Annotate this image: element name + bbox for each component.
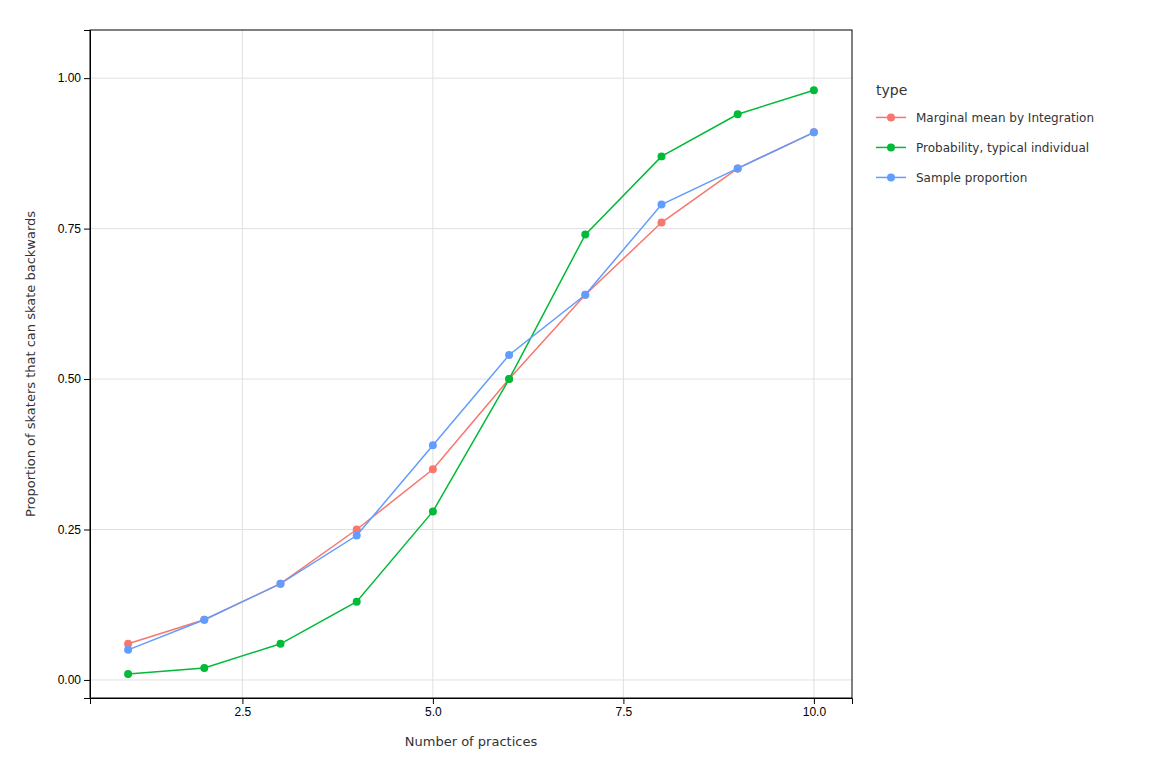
x-tick-mark xyxy=(433,698,434,704)
x-tick-label: 10.0 xyxy=(803,705,827,719)
y-tick-label: 0.75 xyxy=(58,222,82,236)
x-tick-mark xyxy=(623,698,624,704)
series-marker xyxy=(810,128,818,136)
x-tick-mark xyxy=(814,698,815,704)
legend-item: Probability, typical individual xyxy=(876,141,1089,155)
y-tick: 1.00 xyxy=(58,71,90,85)
x-tick: 5.0 xyxy=(425,698,442,719)
series-marker xyxy=(581,291,589,299)
grid xyxy=(90,30,852,698)
data-layer xyxy=(124,86,818,678)
y-tick-mark xyxy=(84,529,90,530)
x-axis-line xyxy=(91,699,853,705)
y-tick-mark xyxy=(84,229,90,230)
x-tick: 10.0 xyxy=(803,698,827,719)
y-axis-title: Proportion of skaters that can skate bac… xyxy=(23,211,38,517)
series-marker xyxy=(581,231,589,239)
series-line xyxy=(128,132,814,650)
series-marker xyxy=(353,532,361,540)
legend-label: Marginal mean by Integration xyxy=(916,111,1094,125)
series-marker xyxy=(353,598,361,606)
series-marker xyxy=(200,616,208,624)
y-axis: 0.00 0.25 0.50 0.75 1.00 xyxy=(58,31,91,699)
series-marker xyxy=(658,219,666,227)
series-marker xyxy=(505,375,513,383)
legend-label: Probability, typical individual xyxy=(916,141,1089,155)
series-marker xyxy=(734,164,742,172)
x-tick-label: 7.5 xyxy=(616,705,633,719)
x-axis: 2.5 5.0 7.5 10.0 xyxy=(91,698,853,719)
x-tick: 2.5 xyxy=(235,698,252,719)
y-tick-mark xyxy=(84,379,90,380)
grid-line-y xyxy=(90,78,852,79)
series-marker xyxy=(658,201,666,209)
y-tick-label: 0.00 xyxy=(58,673,82,687)
legend-swatch-marker xyxy=(887,143,895,151)
y-tick-label: 0.50 xyxy=(58,372,82,386)
grid-line-x xyxy=(432,30,433,698)
y-tick-label: 0.25 xyxy=(58,523,82,537)
y-tick: 0.75 xyxy=(58,222,90,236)
legend: type Marginal mean by Integration Probabil… xyxy=(876,82,1094,185)
series-marker xyxy=(734,164,742,172)
series-line xyxy=(128,132,814,644)
plot: 2.5 5.0 7.5 10.0 0.00 0.25 0.50 0.75 1.00 xyxy=(58,30,853,719)
x-tick: 7.5 xyxy=(616,698,633,719)
series-marker xyxy=(277,580,285,588)
series-marker xyxy=(277,580,285,588)
series-marker xyxy=(810,86,818,94)
series-marker xyxy=(429,507,437,515)
x-axis-title: Number of practices xyxy=(405,734,538,749)
grid-line-y xyxy=(90,379,852,380)
grid-line-y xyxy=(90,228,852,229)
y-axis-line xyxy=(84,31,91,699)
y-tick-mark xyxy=(84,680,90,681)
series-marker xyxy=(734,110,742,118)
legend-swatch-marker xyxy=(887,173,895,181)
y-tick-mark xyxy=(84,78,90,79)
series-marker xyxy=(200,664,208,672)
grid-line-x xyxy=(242,30,243,698)
series-marker xyxy=(429,441,437,449)
legend-item: Marginal mean by Integration xyxy=(876,111,1094,125)
series-marker xyxy=(124,646,132,654)
legend-swatch-marker xyxy=(887,113,895,121)
grid-line-y xyxy=(90,679,852,680)
legend-title: type xyxy=(876,82,907,98)
series-marker xyxy=(505,375,513,383)
x-tick-mark xyxy=(242,698,243,704)
series-marker xyxy=(810,128,818,136)
series-marker xyxy=(124,670,132,678)
series-marker xyxy=(277,640,285,648)
grid-line-x xyxy=(623,30,624,698)
legend-item: Sample proportion xyxy=(876,171,1027,185)
y-tick: 0.00 xyxy=(58,673,90,687)
y-tick: 0.25 xyxy=(58,523,90,537)
legend-label: Sample proportion xyxy=(916,171,1027,185)
plot-frame xyxy=(90,30,852,698)
y-tick-label: 1.00 xyxy=(58,71,82,85)
series-marker xyxy=(581,291,589,299)
y-tick: 0.50 xyxy=(58,372,90,386)
series-marker xyxy=(505,351,513,359)
series-marker xyxy=(658,152,666,160)
chart: 2.5 5.0 7.5 10.0 0.00 0.25 0.50 0.75 1.00 Number … xyxy=(0,0,1152,768)
x-tick-label: 2.5 xyxy=(235,705,252,719)
grid-line-y xyxy=(90,529,852,530)
series-marker xyxy=(429,465,437,473)
series-line xyxy=(128,90,814,674)
x-tick-label: 5.0 xyxy=(425,705,442,719)
series-marker xyxy=(200,616,208,624)
